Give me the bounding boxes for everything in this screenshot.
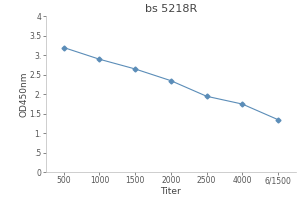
Title: bs 5218R: bs 5218R: [145, 4, 197, 14]
Y-axis label: OD450nm: OD450nm: [19, 72, 28, 117]
X-axis label: Titer: Titer: [160, 187, 181, 196]
